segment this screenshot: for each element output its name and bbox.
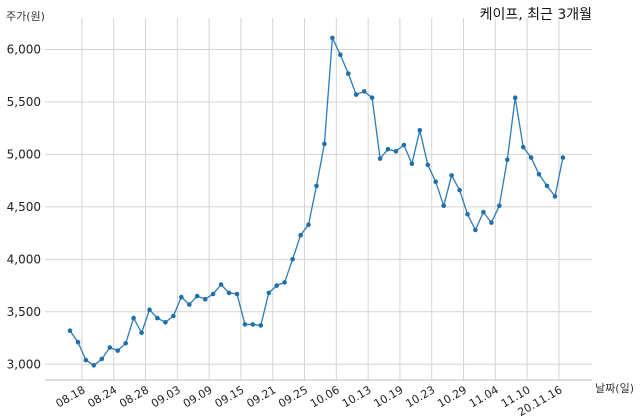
data-point [202, 296, 208, 302]
data-point [385, 146, 391, 152]
data-point [449, 173, 454, 178]
data-point [210, 291, 216, 297]
x-tick-label: 09.15 [213, 383, 247, 410]
y-tick-label: 4,500 [7, 200, 41, 214]
data-point [377, 156, 383, 161]
data-point [290, 257, 295, 262]
data-point [473, 227, 478, 233]
data-point [163, 320, 168, 325]
data-point [369, 95, 375, 100]
axis-layer: 3,000 3,500 4,000 4,500 5,000 5,500 6,000 08.18… [7, 42, 592, 419]
data-point [433, 179, 439, 184]
data-point [465, 211, 470, 217]
data-point [536, 172, 542, 177]
x-tick-label: 09.21 [244, 383, 278, 410]
data-point [481, 209, 486, 215]
data-point [512, 95, 518, 100]
data-point [83, 357, 89, 363]
data-point [441, 203, 447, 209]
chart-title: 케이프, 최근 3개월 [479, 7, 592, 23]
data-point [457, 187, 462, 193]
data-point [242, 322, 248, 327]
data-point [75, 339, 81, 345]
data-point [234, 291, 240, 297]
x-tick-label: 09.25 [276, 383, 310, 410]
data-point [298, 232, 303, 238]
data-point [560, 155, 566, 160]
data-point [266, 290, 272, 296]
data-point [322, 141, 327, 147]
y-axis-label: 주가(원) [6, 10, 45, 23]
data-point [250, 322, 256, 327]
x-tick-label: 09.09 [181, 383, 215, 410]
data-point [338, 52, 343, 57]
x-tick-label: 11.04 [467, 383, 501, 410]
data-point [417, 128, 423, 133]
x-tick-label: 10.13 [340, 383, 374, 410]
series-layer [69, 35, 564, 367]
data-point [67, 328, 73, 334]
data-point [147, 307, 152, 313]
data-point [194, 293, 200, 299]
y-tick-label: 3,500 [7, 305, 41, 319]
data-point [520, 144, 526, 150]
x-tick-label: 10.29 [435, 383, 469, 410]
x-tick-label: 08.18 [54, 383, 88, 410]
x-tick-label: 08.28 [117, 383, 151, 410]
x-tick-label: 08.24 [85, 383, 119, 410]
data-point [107, 345, 113, 350]
data-point [425, 162, 431, 168]
data-point [139, 330, 144, 336]
data-point [314, 183, 319, 189]
data-point [528, 155, 534, 160]
data-point [361, 89, 367, 94]
data-point [497, 203, 502, 209]
data-point [226, 290, 232, 296]
y-tick-label: 4,000 [7, 252, 41, 266]
data-point [282, 280, 287, 285]
data-point [346, 71, 351, 76]
data-point [330, 35, 335, 41]
y-tick-label: 5,000 [7, 147, 41, 161]
data-point [489, 220, 494, 225]
data-point [552, 194, 558, 199]
data-point [115, 348, 120, 353]
x-tick-label: 09.03 [149, 383, 183, 410]
grid-layer [45, 18, 592, 380]
x-axis-label: 날짜(일) [595, 382, 634, 395]
data-point [123, 341, 128, 346]
data-point [179, 294, 184, 300]
points-layer [67, 35, 566, 368]
data-point [505, 157, 510, 162]
y-tick-label: 6,000 [7, 42, 41, 56]
y-tick-label: 5,500 [7, 95, 41, 109]
data-point [91, 363, 97, 368]
data-point [218, 282, 224, 287]
data-point [131, 315, 136, 321]
data-point [155, 315, 160, 321]
x-tick-label: 10.06 [308, 383, 342, 410]
data-point [258, 323, 264, 328]
price-series-line [69, 35, 564, 367]
data-point [409, 161, 415, 167]
y-tick-label: 3,000 [7, 357, 41, 371]
x-tick-label: 10.23 [403, 383, 437, 410]
data-point [187, 302, 192, 307]
data-point [544, 183, 550, 189]
data-point [274, 283, 280, 288]
data-point [353, 92, 359, 97]
data-point [99, 356, 105, 362]
data-point [171, 313, 176, 319]
x-tick-label: 10.19 [372, 383, 406, 410]
data-point [393, 149, 399, 154]
data-point [401, 142, 407, 148]
data-point [306, 222, 311, 227]
